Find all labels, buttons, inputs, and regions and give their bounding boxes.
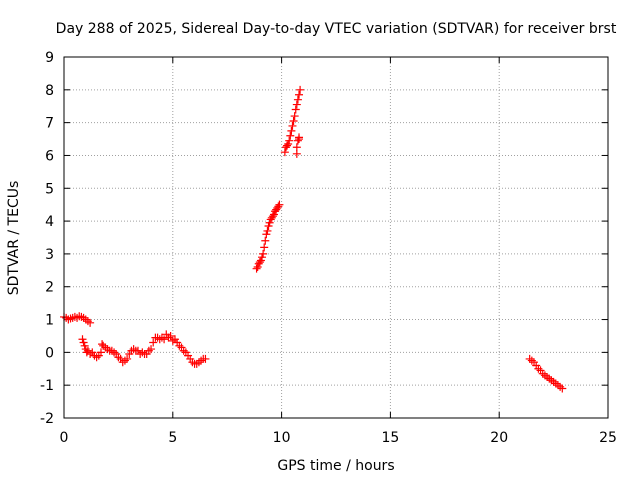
y-tick-label: 6 <box>45 148 54 164</box>
data-point <box>260 243 269 252</box>
y-tick-label: 9 <box>45 50 54 66</box>
data-point <box>79 338 88 347</box>
data-point <box>291 105 300 114</box>
data-point <box>285 136 294 145</box>
data-point <box>292 100 301 109</box>
y-tick-label: 5 <box>45 181 54 197</box>
data-point <box>258 253 267 262</box>
x-tick-label: 5 <box>168 430 177 446</box>
data-point <box>287 126 296 135</box>
data-point <box>290 112 299 121</box>
y-tick-label: 7 <box>45 116 54 132</box>
y-tick-label: -1 <box>40 378 54 394</box>
data-point <box>147 345 156 354</box>
x-tick-label: 20 <box>490 430 508 446</box>
x-tick-labels: 0 5 10 15 20 25 <box>60 430 617 446</box>
data-point <box>255 258 264 267</box>
data-point <box>296 85 305 94</box>
data-point <box>261 236 270 245</box>
y-tick-label: 1 <box>45 313 54 329</box>
data-point <box>295 135 304 144</box>
x-tick-label: 15 <box>381 430 399 446</box>
y-tick-label: 3 <box>45 247 54 263</box>
data-point <box>288 121 297 130</box>
y-tick-label: -2 <box>40 411 54 427</box>
data-point <box>166 331 175 340</box>
data-point <box>269 210 278 219</box>
y-tick-labels: -2 -1 0 1 2 3 4 5 6 7 8 9 <box>40 50 54 427</box>
data-point <box>201 354 210 363</box>
y-axis-label: SDTVAR / TECUs <box>6 181 22 296</box>
data-point <box>149 338 158 347</box>
x-tick-label: 0 <box>60 430 69 446</box>
data-point <box>253 263 262 272</box>
data-point <box>280 148 289 157</box>
data-point <box>274 202 283 211</box>
data-point <box>265 218 274 227</box>
data-point <box>293 95 302 104</box>
data-point <box>268 212 277 221</box>
plot-frame <box>63 56 609 419</box>
data-point <box>96 348 105 357</box>
data-points <box>60 85 567 393</box>
data-point <box>286 131 295 140</box>
data-point <box>275 200 284 209</box>
data-point <box>289 116 298 125</box>
chart-title: Day 288 of 2025, Sidereal Day-to-day VTE… <box>56 21 617 37</box>
data-point <box>264 222 273 231</box>
grid-lines <box>64 57 608 418</box>
data-point <box>292 143 301 152</box>
data-point <box>256 256 265 265</box>
data-point <box>80 341 89 350</box>
data-point <box>252 264 261 273</box>
data-point <box>293 136 302 145</box>
data-point <box>262 230 271 239</box>
y-tick-label: 2 <box>45 280 54 296</box>
data-point <box>123 354 132 363</box>
data-point <box>86 318 95 327</box>
x-tick-label: 10 <box>273 430 291 446</box>
y-tick-label: 0 <box>45 345 54 361</box>
data-point <box>259 249 268 258</box>
data-point <box>78 335 87 344</box>
data-point <box>284 139 293 148</box>
data-point <box>558 384 567 393</box>
data-point <box>283 141 292 150</box>
data-point <box>160 335 169 344</box>
data-point <box>263 226 272 235</box>
y-tick-label: 4 <box>45 214 54 230</box>
x-axis-label: GPS time / hours <box>277 458 394 474</box>
x-tick-label: 25 <box>599 430 617 446</box>
y-tick-label: 8 <box>45 83 54 99</box>
data-point <box>295 90 304 99</box>
